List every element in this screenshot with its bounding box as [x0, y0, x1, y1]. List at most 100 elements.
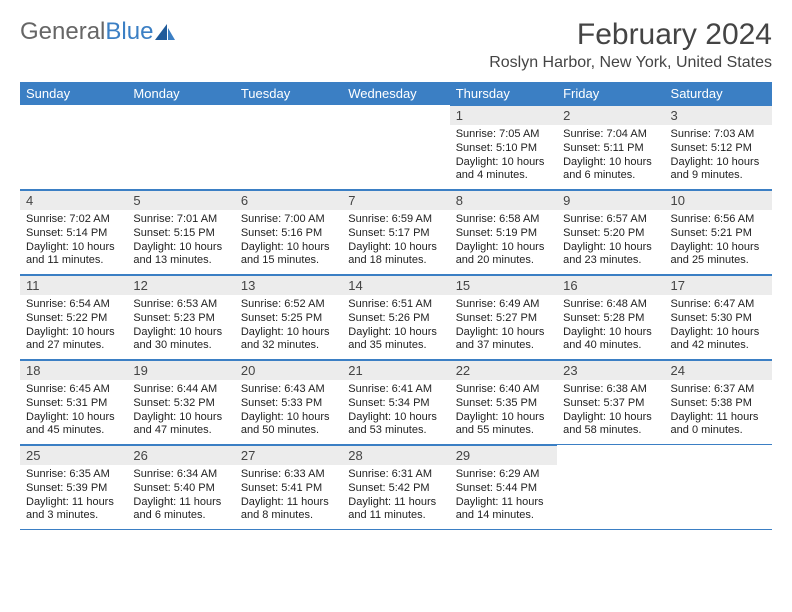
day-text: Sunrise: 6:44 AMSunset: 5:32 PMDaylight:…: [127, 380, 234, 444]
daylight-text: Daylight: 11 hours and 6 minutes.: [133, 496, 228, 524]
calendar-cell: 27Sunrise: 6:33 AMSunset: 5:41 PMDayligh…: [235, 445, 342, 530]
day-number: 9: [557, 190, 664, 210]
calendar-row: 25Sunrise: 6:35 AMSunset: 5:39 PMDayligh…: [20, 445, 772, 530]
daylight-text: Daylight: 10 hours and 9 minutes.: [671, 156, 766, 184]
sunrise-text: Sunrise: 6:53 AM: [133, 298, 228, 312]
calendar-cell: 13Sunrise: 6:52 AMSunset: 5:25 PMDayligh…: [235, 275, 342, 360]
day-number: 23: [557, 360, 664, 380]
col-friday: Friday: [557, 82, 664, 105]
calendar-cell: 24Sunrise: 6:37 AMSunset: 5:38 PMDayligh…: [665, 360, 772, 445]
sunrise-text: Sunrise: 7:02 AM: [26, 213, 121, 227]
sunrise-text: Sunrise: 6:41 AM: [348, 383, 443, 397]
sunset-text: Sunset: 5:28 PM: [563, 312, 658, 326]
day-text: Sunrise: 6:56 AMSunset: 5:21 PMDaylight:…: [665, 210, 772, 274]
sunrise-text: Sunrise: 6:40 AM: [456, 383, 551, 397]
calendar-cell-empty: [127, 105, 234, 190]
day-number: 5: [127, 190, 234, 210]
day-number: 21: [342, 360, 449, 380]
daylight-text: Daylight: 10 hours and 11 minutes.: [26, 241, 121, 269]
sunset-text: Sunset: 5:15 PM: [133, 227, 228, 241]
calendar-cell-empty: [20, 105, 127, 190]
day-number: 18: [20, 360, 127, 380]
calendar-cell: 18Sunrise: 6:45 AMSunset: 5:31 PMDayligh…: [20, 360, 127, 445]
sunset-text: Sunset: 5:41 PM: [241, 482, 336, 496]
day-text: Sunrise: 6:57 AMSunset: 5:20 PMDaylight:…: [557, 210, 664, 274]
day-text: Sunrise: 6:59 AMSunset: 5:17 PMDaylight:…: [342, 210, 449, 274]
sunrise-text: Sunrise: 6:52 AM: [241, 298, 336, 312]
sunset-text: Sunset: 5:14 PM: [26, 227, 121, 241]
day-text: Sunrise: 7:01 AMSunset: 5:15 PMDaylight:…: [127, 210, 234, 274]
calendar-cell: 22Sunrise: 6:40 AMSunset: 5:35 PMDayligh…: [450, 360, 557, 445]
day-text: Sunrise: 7:00 AMSunset: 5:16 PMDaylight:…: [235, 210, 342, 274]
calendar-cell: 26Sunrise: 6:34 AMSunset: 5:40 PMDayligh…: [127, 445, 234, 530]
sunset-text: Sunset: 5:11 PM: [563, 142, 658, 156]
day-number: 11: [20, 275, 127, 295]
day-number: 6: [235, 190, 342, 210]
sunset-text: Sunset: 5:27 PM: [456, 312, 551, 326]
day-text: Sunrise: 6:41 AMSunset: 5:34 PMDaylight:…: [342, 380, 449, 444]
day-text: Sunrise: 6:34 AMSunset: 5:40 PMDaylight:…: [127, 465, 234, 529]
calendar-cell: 8Sunrise: 6:58 AMSunset: 5:19 PMDaylight…: [450, 190, 557, 275]
sunrise-text: Sunrise: 6:35 AM: [26, 468, 121, 482]
daylight-text: Daylight: 10 hours and 6 minutes.: [563, 156, 658, 184]
day-text: Sunrise: 7:03 AMSunset: 5:12 PMDaylight:…: [665, 125, 772, 189]
sunset-text: Sunset: 5:38 PM: [671, 397, 766, 411]
sunrise-text: Sunrise: 7:05 AM: [456, 128, 551, 142]
sunset-text: Sunset: 5:32 PM: [133, 397, 228, 411]
daylight-text: Daylight: 10 hours and 20 minutes.: [456, 241, 551, 269]
sunrise-text: Sunrise: 6:51 AM: [348, 298, 443, 312]
daylight-text: Daylight: 10 hours and 30 minutes.: [133, 326, 228, 354]
sunset-text: Sunset: 5:21 PM: [671, 227, 766, 241]
daylight-text: Daylight: 10 hours and 27 minutes.: [26, 326, 121, 354]
sunrise-text: Sunrise: 7:00 AM: [241, 213, 336, 227]
calendar-cell: 29Sunrise: 6:29 AMSunset: 5:44 PMDayligh…: [450, 445, 557, 530]
daylight-text: Daylight: 10 hours and 58 minutes.: [563, 411, 658, 439]
day-text: Sunrise: 6:33 AMSunset: 5:41 PMDaylight:…: [235, 465, 342, 529]
col-saturday: Saturday: [665, 82, 772, 105]
sunset-text: Sunset: 5:16 PM: [241, 227, 336, 241]
day-number: 24: [665, 360, 772, 380]
day-text: Sunrise: 6:40 AMSunset: 5:35 PMDaylight:…: [450, 380, 557, 444]
day-text: Sunrise: 7:02 AMSunset: 5:14 PMDaylight:…: [20, 210, 127, 274]
page-title: February 2024: [489, 18, 772, 52]
calendar-row: 4Sunrise: 7:02 AMSunset: 5:14 PMDaylight…: [20, 190, 772, 275]
daylight-text: Daylight: 11 hours and 0 minutes.: [671, 411, 766, 439]
daylight-text: Daylight: 10 hours and 4 minutes.: [456, 156, 551, 184]
calendar-cell: 4Sunrise: 7:02 AMSunset: 5:14 PMDaylight…: [20, 190, 127, 275]
sunrise-text: Sunrise: 7:03 AM: [671, 128, 766, 142]
day-text: Sunrise: 6:37 AMSunset: 5:38 PMDaylight:…: [665, 380, 772, 444]
day-number: 19: [127, 360, 234, 380]
calendar-cell-empty: [665, 445, 772, 530]
daylight-text: Daylight: 11 hours and 11 minutes.: [348, 496, 443, 524]
sunset-text: Sunset: 5:10 PM: [456, 142, 551, 156]
sunrise-text: Sunrise: 6:47 AM: [671, 298, 766, 312]
logo-text: GeneralBlue: [20, 18, 153, 46]
sunrise-text: Sunrise: 6:48 AM: [563, 298, 658, 312]
day-text: Sunrise: 6:29 AMSunset: 5:44 PMDaylight:…: [450, 465, 557, 529]
day-number: 2: [557, 105, 664, 125]
col-sunday: Sunday: [20, 82, 127, 105]
sunrise-text: Sunrise: 6:59 AM: [348, 213, 443, 227]
sunrise-text: Sunrise: 6:57 AM: [563, 213, 658, 227]
day-number: 17: [665, 275, 772, 295]
sunset-text: Sunset: 5:30 PM: [671, 312, 766, 326]
daylight-text: Daylight: 10 hours and 25 minutes.: [671, 241, 766, 269]
sunrise-text: Sunrise: 6:49 AM: [456, 298, 551, 312]
col-tuesday: Tuesday: [235, 82, 342, 105]
calendar-cell: 9Sunrise: 6:57 AMSunset: 5:20 PMDaylight…: [557, 190, 664, 275]
calendar-cell: 2Sunrise: 7:04 AMSunset: 5:11 PMDaylight…: [557, 105, 664, 190]
sunrise-text: Sunrise: 6:31 AM: [348, 468, 443, 482]
day-number: 7: [342, 190, 449, 210]
calendar-cell-empty: [342, 105, 449, 190]
sunrise-text: Sunrise: 6:37 AM: [671, 383, 766, 397]
calendar-cell-empty: [557, 445, 664, 530]
sunset-text: Sunset: 5:22 PM: [26, 312, 121, 326]
day-text: Sunrise: 6:43 AMSunset: 5:33 PMDaylight:…: [235, 380, 342, 444]
day-text: Sunrise: 6:35 AMSunset: 5:39 PMDaylight:…: [20, 465, 127, 529]
day-number: 14: [342, 275, 449, 295]
day-number: 8: [450, 190, 557, 210]
calendar-cell: 19Sunrise: 6:44 AMSunset: 5:32 PMDayligh…: [127, 360, 234, 445]
sunset-text: Sunset: 5:23 PM: [133, 312, 228, 326]
day-number: 12: [127, 275, 234, 295]
sunset-text: Sunset: 5:35 PM: [456, 397, 551, 411]
